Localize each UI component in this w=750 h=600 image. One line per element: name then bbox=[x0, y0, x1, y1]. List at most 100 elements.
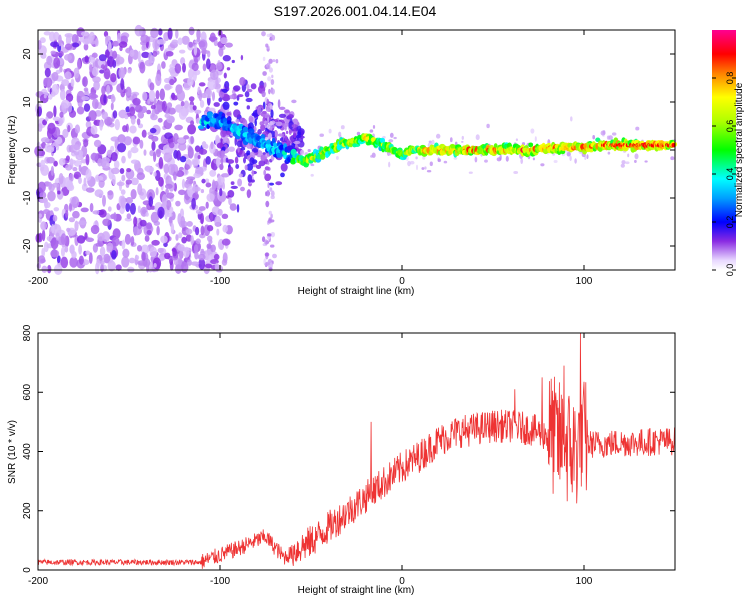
spectrogram-cell bbox=[263, 169, 267, 176]
spectrogram-cell bbox=[107, 56, 115, 68]
spectrogram-cell bbox=[246, 88, 253, 93]
spectrogram-cell bbox=[81, 96, 90, 101]
spectrogram-cell bbox=[486, 123, 490, 129]
spectrogram-cell bbox=[66, 227, 71, 232]
spectrogram-cell bbox=[45, 116, 49, 122]
spectrogram-cell bbox=[148, 196, 154, 207]
spectrogram-cell bbox=[92, 76, 101, 83]
spectrogram-cell bbox=[161, 61, 166, 69]
spectrogram-cell bbox=[198, 258, 206, 270]
spectrogram-cell bbox=[113, 160, 120, 169]
spectrogram-cell bbox=[88, 92, 97, 100]
spectrogram-cell bbox=[58, 117, 63, 125]
spectrogram-cell bbox=[149, 127, 157, 134]
spectrogram-cell bbox=[230, 185, 238, 190]
spectrogram-cell bbox=[46, 55, 53, 66]
spectrogram-cell bbox=[121, 256, 130, 268]
spectrogram-cell bbox=[229, 203, 237, 211]
spectrogram-cell bbox=[188, 26, 195, 36]
spectrogram-cell bbox=[99, 69, 105, 74]
spectrogram-cell bbox=[269, 187, 273, 192]
spectrogram-cell bbox=[223, 136, 227, 143]
spectrogram-cell bbox=[156, 100, 164, 113]
spectrogram-cell bbox=[127, 68, 132, 74]
spectrogram-cell bbox=[261, 236, 266, 243]
spectrogram-cell bbox=[53, 224, 62, 237]
spectrogram-cell bbox=[37, 181, 46, 193]
spectrogram-cell bbox=[266, 124, 271, 130]
spectrogram-cell bbox=[249, 157, 255, 166]
spectrogram-cell bbox=[178, 49, 186, 54]
spectrogram-cell bbox=[89, 64, 93, 73]
spectrogram-cell bbox=[505, 155, 509, 162]
spectrogram-cell bbox=[85, 153, 90, 166]
spectrogram-cell bbox=[68, 202, 73, 212]
spectrogram-cell bbox=[73, 67, 80, 79]
spectrogram-cell bbox=[197, 253, 206, 261]
spectrogram-cell bbox=[172, 133, 179, 145]
spectrogram-cell bbox=[151, 141, 156, 151]
spectrogram-cell bbox=[48, 31, 56, 42]
spectrogram-cell bbox=[644, 160, 648, 163]
spectrogram-cell bbox=[213, 253, 220, 261]
spectrogram-cell bbox=[88, 110, 97, 122]
spectrogram-cell bbox=[272, 142, 278, 148]
spectrogram-cell bbox=[101, 111, 108, 120]
spectrogram-cell bbox=[279, 144, 284, 150]
colorbar-tick-label: 0.2 bbox=[725, 216, 735, 229]
spectrogram-cell bbox=[299, 149, 305, 156]
spectrogram-cell bbox=[210, 161, 215, 170]
spectrogram-cell bbox=[152, 257, 162, 270]
spectrogram-cell bbox=[103, 94, 107, 104]
spectrogram-cell bbox=[158, 156, 164, 169]
spectrogram-cell bbox=[58, 34, 62, 47]
spectrogram-cell bbox=[82, 38, 91, 45]
spectrogram-cell bbox=[169, 78, 175, 86]
spectrogram-cell bbox=[110, 73, 117, 83]
spectrogram-cell bbox=[195, 166, 204, 175]
spectrogram-cell bbox=[223, 72, 227, 79]
spectrogram-cell bbox=[158, 28, 163, 36]
spectrogram-cell bbox=[141, 129, 147, 138]
spectrogram-cell bbox=[211, 181, 217, 191]
spectrogram-cell bbox=[233, 101, 239, 106]
spectrogram-cell bbox=[275, 181, 283, 186]
spectrogram-cell bbox=[111, 174, 116, 186]
colorbar-tick-label: 0.4 bbox=[725, 168, 735, 181]
spectrogram-cell bbox=[183, 246, 190, 258]
spectrogram-cell bbox=[429, 161, 433, 167]
spectrogram-cell bbox=[286, 145, 294, 151]
spectrogram-cell bbox=[166, 192, 175, 199]
spectrogram-cell bbox=[204, 178, 210, 184]
spectrogram-cell bbox=[453, 157, 458, 160]
spectrogram-cell bbox=[242, 126, 249, 133]
spectrogram-cell bbox=[83, 103, 91, 112]
snr-xtick-label: 0 bbox=[399, 576, 405, 587]
spectrogram-cell bbox=[237, 146, 240, 153]
spectrogram-cell bbox=[69, 173, 74, 183]
spectrogram-cell bbox=[51, 182, 60, 188]
spectrogram-cell bbox=[178, 232, 183, 239]
spectrogram-cell bbox=[164, 183, 173, 189]
spectrogram-cell bbox=[553, 160, 558, 163]
spectrogram-cell bbox=[245, 97, 253, 103]
spectrogram-cell bbox=[431, 139, 435, 145]
spectrogram-cell bbox=[188, 96, 195, 102]
spectrogram-cell bbox=[159, 88, 166, 101]
spectrogram-cell bbox=[83, 177, 87, 187]
spectrogram-cell bbox=[611, 132, 617, 136]
spectrogram-cell bbox=[120, 78, 125, 90]
spectrogram-cell bbox=[204, 263, 213, 269]
spectrogram-cell bbox=[73, 151, 80, 156]
spectrogram-cell bbox=[235, 118, 240, 123]
spectrogram-cell bbox=[98, 54, 107, 62]
spectrogram-cell bbox=[98, 178, 105, 189]
spectrogram-cell bbox=[88, 252, 93, 264]
spectrogram-cell bbox=[80, 207, 89, 213]
spectrogram-cell bbox=[272, 253, 277, 259]
spectrogram-cell bbox=[100, 64, 105, 70]
spectrogram-cell bbox=[200, 248, 205, 254]
spectrogram-cell bbox=[201, 178, 206, 184]
